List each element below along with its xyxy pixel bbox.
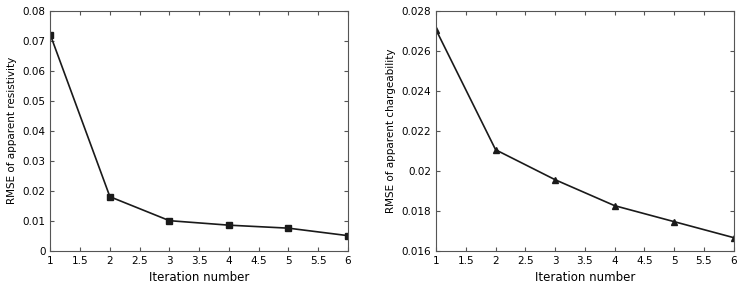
Y-axis label: RMSE of apparent resistivity: RMSE of apparent resistivity [7, 57, 17, 204]
Y-axis label: RMSE of apparent chargeability: RMSE of apparent chargeability [386, 49, 396, 213]
X-axis label: Iteration number: Iteration number [535, 271, 635, 284]
X-axis label: Iteration number: Iteration number [149, 271, 249, 284]
